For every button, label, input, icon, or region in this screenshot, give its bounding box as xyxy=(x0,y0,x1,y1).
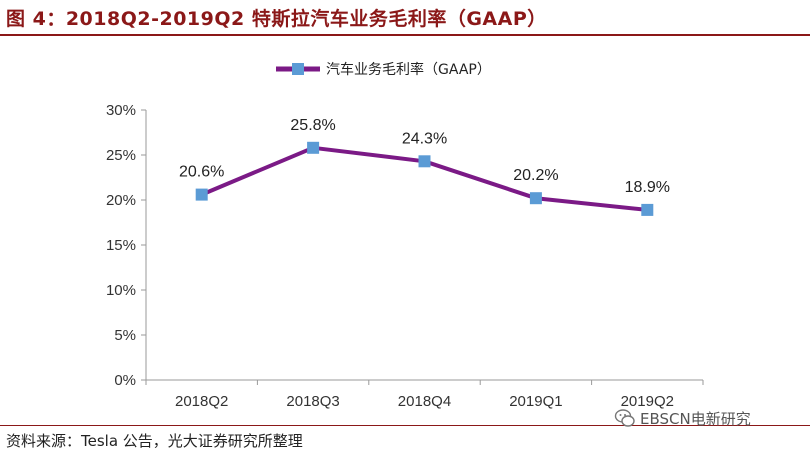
y-axis: 0% 5% 10% 15% 20% 25% 30% xyxy=(106,102,147,389)
figure-title: 图 4：2018Q2-2019Q2 特斯拉汽车业务毛利率（GAAP） xyxy=(6,8,547,30)
legend-label: 汽车业务毛利率（GAAP） xyxy=(326,61,491,78)
y-tick-label: 10% xyxy=(106,282,136,299)
source-note: 资料来源：Tesla 公告，光大证券研究所整理 xyxy=(6,432,303,450)
x-tick-label: 2018Q2 xyxy=(175,393,228,410)
data-label: 25.8% xyxy=(290,117,335,134)
watermark-text: EBSCN电新研究 xyxy=(640,409,751,428)
y-tick-label: 5% xyxy=(114,327,136,344)
y-tick-label: 15% xyxy=(106,237,136,254)
data-label: 24.3% xyxy=(402,130,447,147)
data-label: 20.2% xyxy=(513,167,558,184)
data-point-marker xyxy=(529,192,542,205)
x-tick-label: 2019Q1 xyxy=(509,393,562,410)
x-tick-label: 2018Q3 xyxy=(286,393,339,410)
title-rule xyxy=(0,34,810,36)
y-tick-label: 0% xyxy=(114,372,136,389)
y-tick-label: 20% xyxy=(106,192,136,209)
legend: 汽车业务毛利率（GAAP） xyxy=(276,61,491,78)
wechat-icon xyxy=(614,409,635,427)
watermark: EBSCN电新研究 xyxy=(614,406,751,430)
series-gross-margin: 20.6% 25.8% 24.3% 20.2% 18.9% xyxy=(179,117,670,216)
x-tick-label: 2018Q4 xyxy=(398,393,451,410)
data-point-marker xyxy=(307,141,320,154)
data-point-marker xyxy=(641,203,654,216)
line-chart: 汽车业务毛利率（GAAP） 0% 5% 10% 15% 20% 25% 30% 2018Q2… xyxy=(106,61,704,410)
y-tick-label: 30% xyxy=(106,102,136,119)
x-tick-label: 2019Q2 xyxy=(621,393,674,410)
data-point-marker xyxy=(418,155,431,168)
data-point-marker xyxy=(195,188,208,201)
x-axis: 2018Q2 2018Q3 2018Q4 2019Q1 2019Q2 xyxy=(145,379,704,410)
footer-rule xyxy=(0,425,810,426)
legend-marker xyxy=(292,63,304,75)
figure-title-bar: 图 4：2018Q2-2019Q2 特斯拉汽车业务毛利率（GAAP） xyxy=(0,0,810,36)
data-label: 20.6% xyxy=(179,164,224,181)
data-label: 18.9% xyxy=(625,179,670,196)
y-tick-label: 25% xyxy=(106,147,136,164)
